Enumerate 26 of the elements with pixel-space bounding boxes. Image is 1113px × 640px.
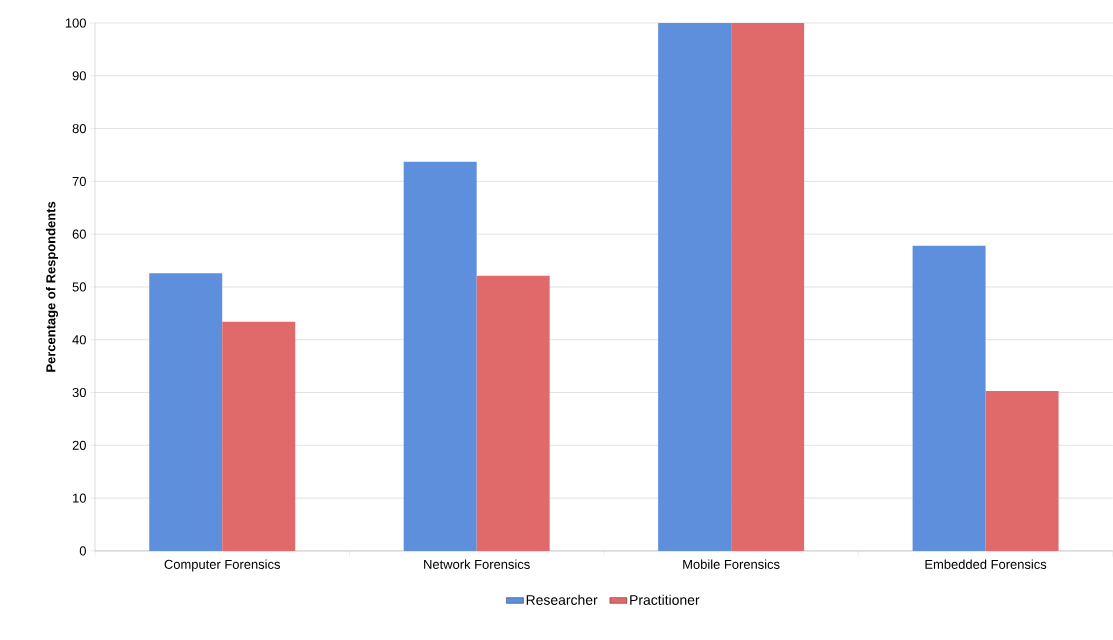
y-tick-label: 80 [72,124,86,134]
x-tick-label: Network Forensics [424,559,530,569]
x-tick-label: Mobile Forensics [683,559,780,569]
y-tick-label: 0 [79,546,86,556]
bar [403,161,477,551]
y-tick-label: 90 [72,71,86,81]
bar [476,275,550,551]
y-tick-label: 70 [72,176,86,186]
x-tick-label: Computer Forensics [164,559,281,572]
bar [731,23,805,551]
y-tick-label: 40 [72,335,86,345]
y-axis-title: Percentage of Respondents [45,201,59,372]
legend-label: Practitioner [630,594,700,605]
y-tick-label: 10 [73,493,86,503]
bar [985,390,1059,551]
bar [658,23,732,551]
y-tick-label: 60 [72,229,86,239]
y-tick-label: 20 [72,440,86,450]
y-tick-label: 30 [72,387,86,398]
bar [149,273,223,551]
bar [912,245,986,551]
x-tick-label: Embedded Forensics [925,559,1047,569]
bar [222,321,296,551]
y-tick-label: 50 [72,282,86,292]
legend-label: Researcher [526,594,598,605]
y-tick-label: 100 [65,18,86,28]
